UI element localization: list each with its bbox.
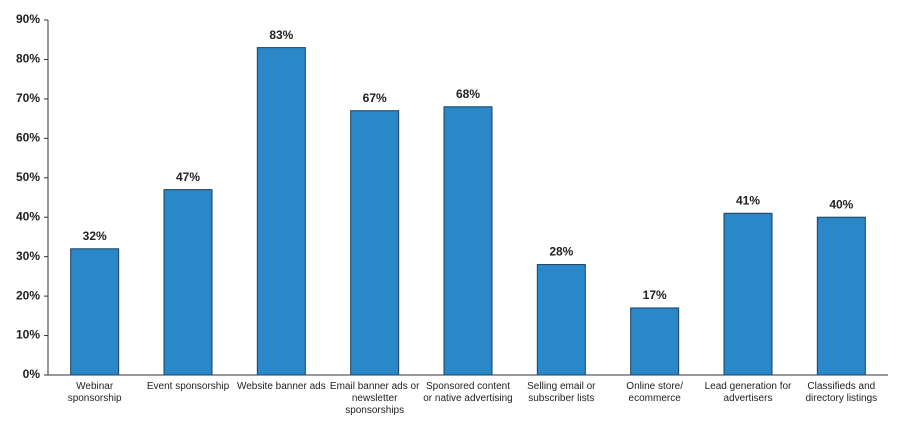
bar — [443, 106, 493, 376]
y-tick-label: 30% — [16, 249, 40, 263]
bar — [350, 110, 400, 376]
bar — [816, 216, 866, 376]
bar — [256, 47, 306, 376]
bar — [630, 307, 680, 376]
x-tick-label: Email banner ads or newsletter sponsorsh… — [329, 381, 420, 416]
bar — [723, 212, 773, 376]
x-tick-label: Webinar sponsorship — [67, 381, 122, 404]
x-tick-label: Classifieds and directory listings — [805, 381, 878, 404]
value-label: 68% — [456, 87, 480, 101]
value-label: 17% — [643, 288, 667, 302]
y-tick-label: 0% — [23, 367, 41, 381]
bar — [163, 189, 213, 376]
x-tick-label: Lead generation for advertisers — [704, 381, 792, 404]
value-label: 67% — [363, 91, 387, 105]
y-tick-label: 40% — [16, 209, 40, 223]
value-label: 41% — [736, 193, 760, 207]
y-tick-label: 80% — [16, 52, 40, 66]
x-tick-label: Event sponsorship — [146, 381, 230, 392]
value-label: 47% — [176, 170, 200, 184]
y-tick-label: 90% — [16, 12, 40, 26]
value-label: 32% — [83, 229, 107, 243]
y-tick-label: 10% — [16, 328, 40, 342]
y-tick-label: 20% — [16, 288, 40, 302]
y-tick-label: 60% — [16, 131, 40, 145]
x-tick-label: Online store/ ecommerce — [626, 381, 683, 404]
x-tick-label: Website banner ads — [236, 381, 326, 392]
value-label: 83% — [269, 28, 293, 42]
value-label: 28% — [549, 245, 573, 259]
x-tick-label: Sponsored content or native advertising — [423, 381, 513, 404]
value-label: 40% — [829, 197, 853, 211]
bar — [70, 248, 120, 376]
x-tick-label: Selling email or subscriber lists — [527, 381, 596, 404]
y-tick-label: 70% — [16, 91, 40, 105]
y-tick-label: 50% — [16, 170, 40, 184]
bar — [536, 264, 586, 376]
